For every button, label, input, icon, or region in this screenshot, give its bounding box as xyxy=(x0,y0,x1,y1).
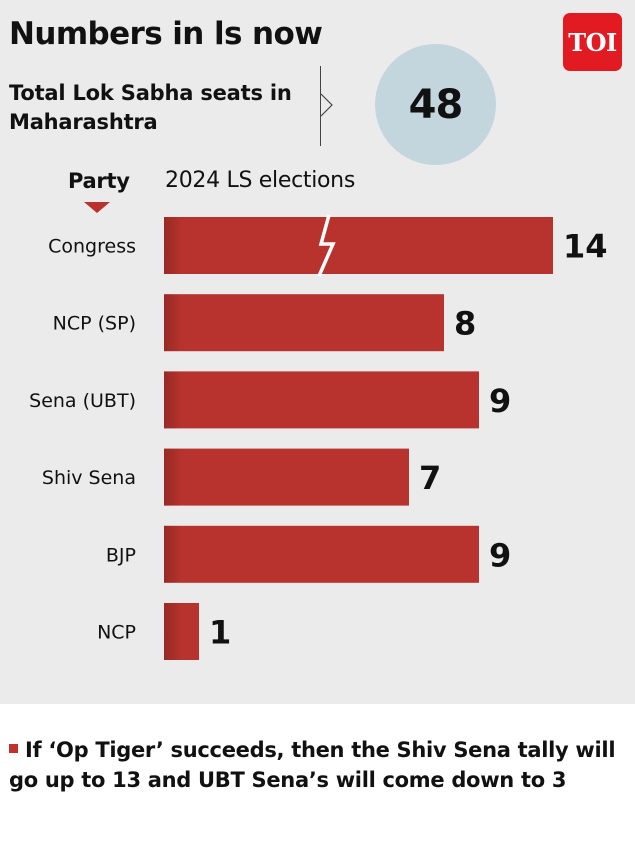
bar-shade xyxy=(164,371,182,429)
footnote: If ‘Op Tiger’ succeeds, then the Shiv Se… xyxy=(9,735,619,795)
data-label: 8 xyxy=(454,305,476,343)
category-label: NCP (SP) xyxy=(53,313,136,335)
divider-line xyxy=(320,66,321,146)
total-seats-label: Total Lok Sabha seats in Maharashtra xyxy=(9,81,292,134)
axis-break-mark xyxy=(317,214,336,277)
data-label: 9 xyxy=(489,536,511,574)
bar xyxy=(164,525,479,583)
total-seats-circle: 48 xyxy=(375,44,496,165)
toi-logo-text: TOI xyxy=(568,27,617,57)
bar xyxy=(164,371,479,429)
data-label: 14 xyxy=(563,228,608,266)
category-label: BJP xyxy=(106,544,136,566)
category-label: Congress xyxy=(48,236,136,258)
data-label: 9 xyxy=(489,382,511,420)
data-label: 7 xyxy=(419,459,441,497)
bar-shade xyxy=(164,448,182,506)
caret-down-icon xyxy=(84,202,110,213)
total-seats-value: 48 xyxy=(408,81,464,128)
data-label: 1 xyxy=(209,614,231,652)
bar-shade xyxy=(164,217,182,274)
bar-chart: Congress 14 NCP (SP) 8 Sena (UBT) 9 Shiv Sena 7… xyxy=(29,214,608,660)
party-column-header: Party xyxy=(68,169,130,193)
bar xyxy=(164,294,444,352)
category-label: NCP xyxy=(97,622,136,644)
bullet-icon xyxy=(9,744,18,753)
series-header: 2024 LS elections xyxy=(165,168,355,193)
bar xyxy=(164,217,553,274)
chevron-right-icon xyxy=(320,93,333,117)
chart-panel xyxy=(0,0,635,704)
headline: Numbers in ls now xyxy=(9,16,323,52)
category-label: Sena (UBT) xyxy=(29,390,136,412)
bar-shade xyxy=(164,525,182,583)
bar-shade xyxy=(164,294,182,352)
category-label: Shiv Sena xyxy=(42,467,136,489)
bar-shade xyxy=(164,603,182,660)
bar xyxy=(164,448,409,506)
footnote-text: If ‘Op Tiger’ succeeds, then the Shiv Se… xyxy=(9,738,616,792)
toi-logo: TOI xyxy=(563,13,622,71)
